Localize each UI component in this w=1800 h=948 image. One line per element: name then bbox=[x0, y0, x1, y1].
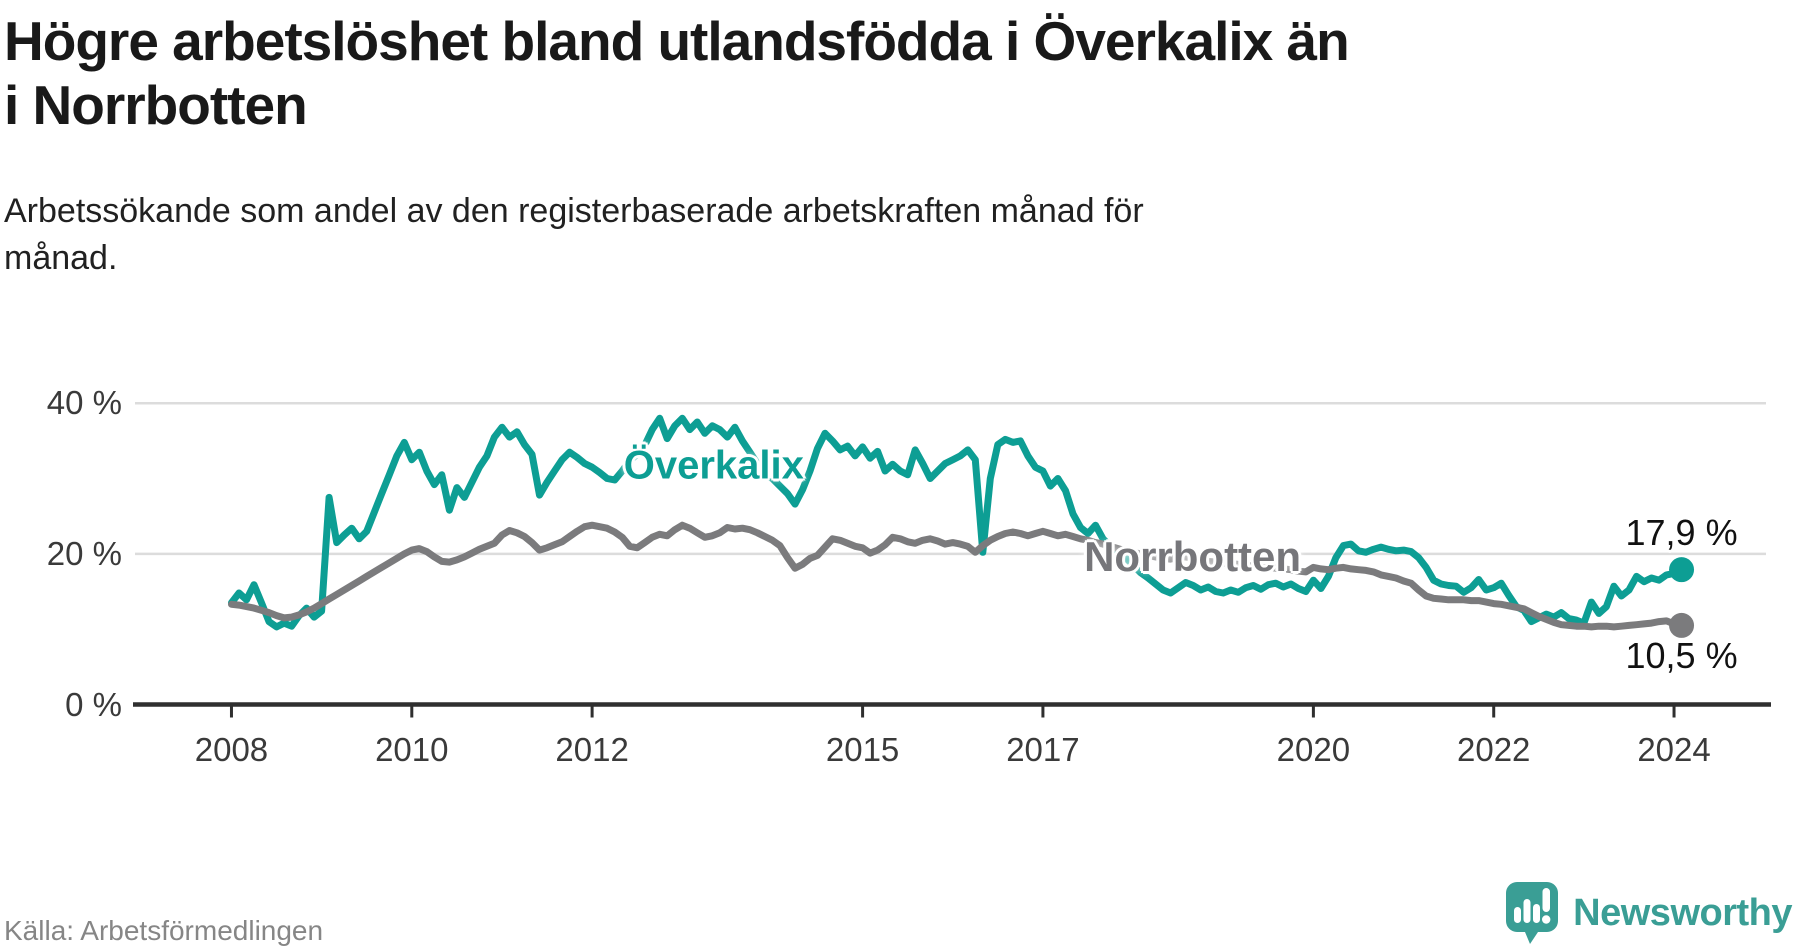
x-tick-label-2015: 2015 bbox=[825, 731, 900, 768]
page-title-line1: Högre arbetslöshet bland utlandsfödda i … bbox=[4, 10, 1350, 72]
end-value-label-norrbotten: 10,5 % bbox=[1625, 635, 1738, 677]
chart-subtitle-line2: månad. bbox=[4, 238, 118, 277]
brand-name: Newsworthy bbox=[1573, 891, 1792, 934]
x-tick-label-2017: 2017 bbox=[1006, 731, 1080, 768]
series-label-norrbotten: Norrbotten bbox=[1084, 532, 1302, 580]
end-value-label-overkalix: 17,9 % bbox=[1625, 511, 1738, 553]
chart-subtitle: Arbetssökande som andel av den registerb… bbox=[4, 188, 1764, 282]
series-line-1 bbox=[228, 521, 1685, 631]
x-tick-label-2022: 2022 bbox=[1456, 731, 1531, 768]
series-end-dot-1 bbox=[1669, 612, 1695, 638]
chart-subtitle-line1: Arbetssökande som andel av den registerb… bbox=[4, 192, 1144, 230]
newsworthy-logo-icon bbox=[1506, 882, 1559, 944]
brand-lockup: Newsworthy bbox=[1504, 880, 1792, 946]
series-end-dot-0 bbox=[1669, 557, 1695, 583]
source-note: Källa: Arbetsförmedlingen bbox=[4, 915, 324, 946]
x-tick-label-2008: 2008 bbox=[194, 731, 269, 768]
x-tick-label-2010: 2010 bbox=[375, 731, 449, 768]
y-tick-label-0: 0 % bbox=[65, 685, 122, 723]
page-title-line2: i Norrbotten bbox=[4, 73, 308, 136]
x-tick-label-2020: 2020 bbox=[1276, 731, 1351, 768]
y-tick-label-40: 40 % bbox=[46, 384, 122, 422]
y-tick-label-20: 20 % bbox=[46, 534, 122, 572]
page-title: Högre arbetslöshet bland utlandsfödda i … bbox=[4, 10, 1764, 138]
x-tick-label-2024: 2024 bbox=[1637, 731, 1711, 768]
series-label-overkalix: Överkalix bbox=[623, 443, 804, 488]
x-tick-label-2012: 2012 bbox=[555, 731, 629, 768]
series-line-0 bbox=[228, 414, 1685, 631]
